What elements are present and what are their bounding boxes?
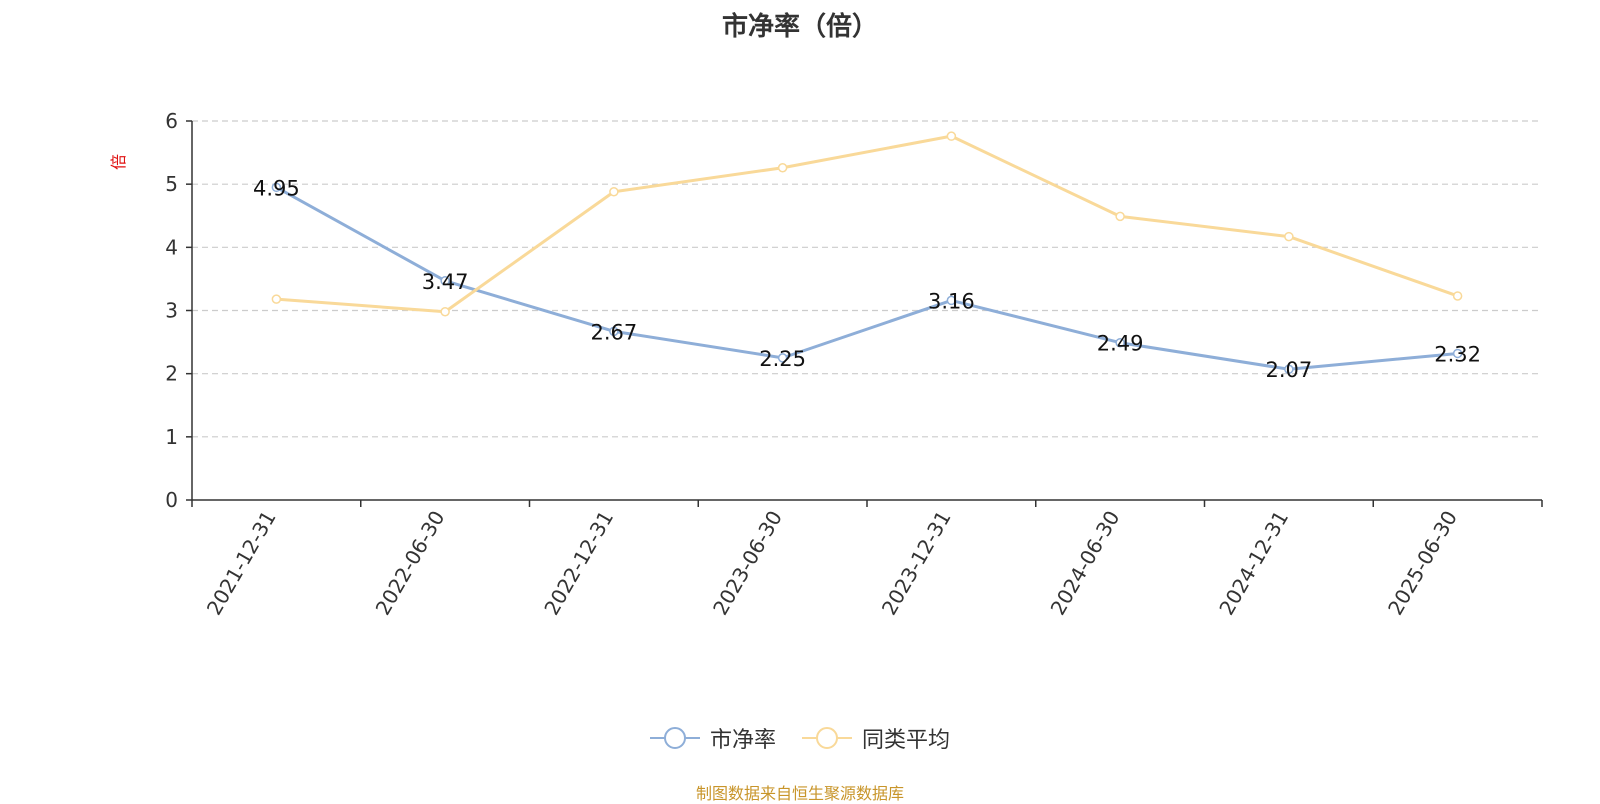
x-tick-label: 2025-06-30 (1383, 507, 1462, 620)
data-point-0 (1284, 364, 1294, 374)
legend-label: 同类平均 (862, 728, 951, 753)
data-point-1 (271, 294, 282, 304)
legend-item-series-0[interactable]: 市净率 (649, 722, 776, 754)
data-label: 3.16 (928, 289, 975, 313)
x-tick-label: 2021-12-31 (202, 507, 281, 620)
legend-line-marker-icon (649, 727, 700, 749)
y-tick-label: 6 (165, 109, 178, 133)
data-label: 2.49 (1097, 332, 1144, 356)
data-label: 2.07 (1265, 358, 1312, 382)
y-tick-label: 1 (165, 425, 178, 449)
data-point-1 (946, 131, 957, 141)
data-point-0 (1115, 337, 1125, 348)
x-tick-label: 2022-12-31 (539, 507, 618, 620)
legend-item-series-1[interactable]: 同类平均 (802, 722, 950, 754)
legend-line-marker-icon (802, 727, 852, 749)
data-point-1 (1284, 231, 1294, 242)
chart-title: 市净率（倍） (721, 12, 878, 42)
data-point-1 (777, 162, 788, 173)
y-tick-label: 2 (165, 362, 178, 386)
data-label: 2.25 (759, 347, 806, 371)
data-point-0 (1452, 348, 1463, 359)
data-point-1 (1115, 211, 1125, 222)
source-note: 制图数据来自恒生聚源数据库 (695, 784, 904, 803)
data-point-1 (1452, 291, 1463, 301)
x-tick-label: 2023-06-30 (708, 507, 787, 620)
y-tick-label: 3 (165, 299, 178, 323)
legend: 市净率 同类平均 (0, 722, 1600, 754)
legend-label: 市净率 (709, 728, 776, 753)
y-tick-label: 4 (165, 235, 178, 259)
series-layer (271, 131, 1463, 374)
data-point-0 (271, 182, 282, 193)
data-label: 4.95 (253, 176, 300, 200)
data-point-0 (946, 295, 957, 306)
y-tick-label: 0 (165, 488, 178, 512)
data-point-0 (777, 353, 788, 363)
data-point-0 (440, 276, 450, 286)
data-label: 2.67 (590, 320, 637, 344)
grid-layer (192, 120, 1542, 438)
data-label: 2.32 (1434, 342, 1481, 366)
data-point-1 (440, 307, 450, 317)
y-axis-unit-label: 倍 (109, 154, 128, 170)
series-line-0 (275, 186, 1458, 371)
x-tick-label: 2022-06-30 (371, 507, 450, 620)
data-point-1 (609, 186, 619, 197)
data-label: 3.47 (422, 270, 469, 294)
data-point-0 (609, 326, 619, 337)
x-tick-label: 2023-12-31 (877, 507, 956, 620)
y-tick-label: 5 (165, 172, 178, 196)
value-label-layer: 4.95 3.47 2.67 2.25 3.16 2.49 2.07 2.32 (253, 176, 1481, 382)
x-tick-label: 2024-12-31 (1214, 507, 1293, 620)
series-line-1 (276, 134, 1459, 314)
x-tick-label: 2024-06-30 (1046, 507, 1125, 620)
